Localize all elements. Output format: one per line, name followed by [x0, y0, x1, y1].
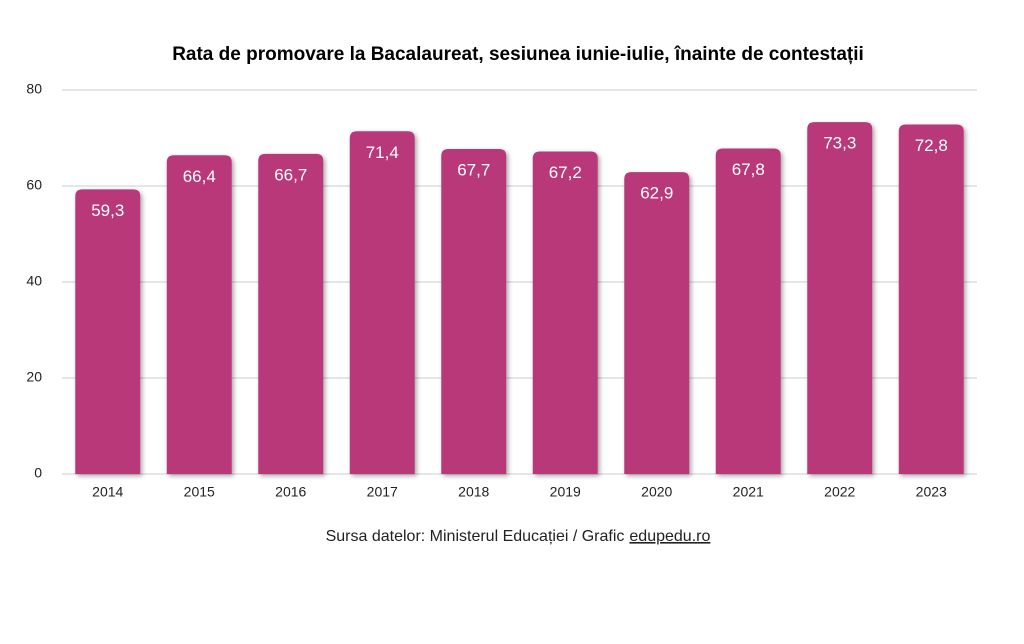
- y-tick-label: 60: [26, 177, 42, 193]
- y-tick-label: 80: [26, 81, 42, 97]
- value-label: 67,8: [732, 160, 765, 179]
- value-label: 73,3: [823, 134, 856, 153]
- bar: [75, 189, 141, 475]
- chart-title: Rata de promovare la Bacalaureat, sesiun…: [172, 44, 864, 65]
- bar: [898, 124, 964, 474]
- value-label: 59,3: [91, 201, 124, 220]
- x-tick-label: 2017: [367, 484, 398, 500]
- bar: [258, 153, 324, 474]
- y-tick-label: 0: [34, 465, 42, 481]
- source-note: Sursa datelor: Ministerul Educației / Gr…: [326, 528, 711, 545]
- y-tick-label: 20: [26, 369, 42, 385]
- bar: [715, 148, 781, 474]
- value-label: 66,7: [274, 165, 307, 184]
- y-tick-label: 40: [26, 273, 42, 289]
- value-label: 71,4: [366, 143, 399, 162]
- x-tick-label: 2023: [916, 484, 947, 500]
- value-label: 72,8: [915, 136, 948, 155]
- value-label: 67,2: [549, 163, 582, 182]
- source-text: Sursa datelor: Ministerul Educației / Gr…: [326, 528, 625, 545]
- x-tick-label: 2014: [92, 484, 123, 500]
- bar: [532, 151, 598, 474]
- x-tick-label: 2018: [458, 484, 489, 500]
- bar: [349, 131, 415, 474]
- value-label: 62,9: [640, 184, 673, 203]
- value-label: 67,7: [457, 161, 490, 180]
- bar: [441, 149, 507, 475]
- x-tick-label: 2015: [184, 484, 215, 500]
- x-tick-label: 2021: [733, 484, 764, 500]
- bar: [807, 122, 873, 474]
- x-tick-label: 2020: [641, 484, 672, 500]
- bar: [624, 172, 690, 474]
- value-label: 66,4: [183, 167, 216, 186]
- x-tick-label: 2022: [824, 484, 855, 500]
- source-link[interactable]: edupedu.ro: [629, 528, 710, 545]
- bar: [166, 155, 232, 474]
- x-tick-label: 2019: [550, 484, 581, 500]
- x-tick-label: 2016: [275, 484, 306, 500]
